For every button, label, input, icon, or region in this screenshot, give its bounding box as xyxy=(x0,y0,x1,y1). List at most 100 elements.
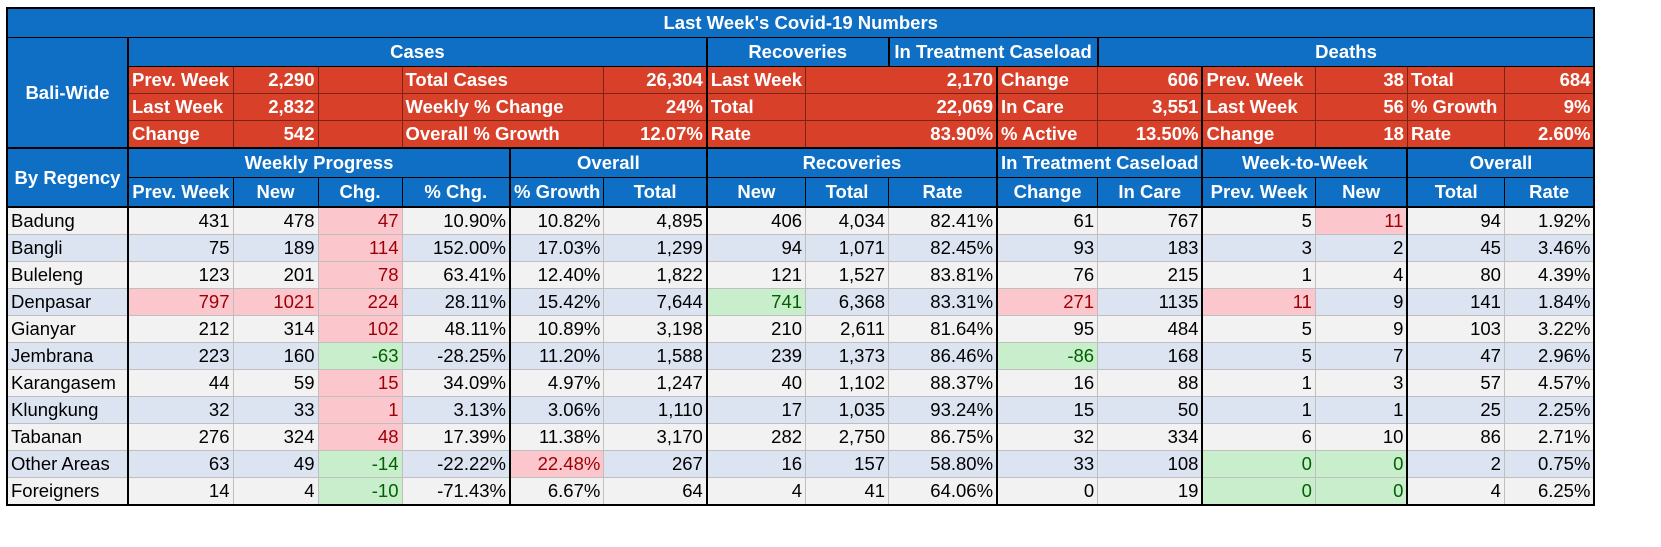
data-cell[interactable]: 93.24% xyxy=(888,396,998,424)
cases-value[interactable]: 24% xyxy=(603,93,708,121)
cases-label[interactable]: Prev. Week xyxy=(127,66,234,94)
column-header[interactable]: Rate xyxy=(888,177,998,208)
data-cell[interactable]: 59 xyxy=(232,369,319,397)
regency-label[interactable]: By Regency xyxy=(6,147,129,208)
data-cell[interactable]: 58.80% xyxy=(888,450,998,478)
data-cell[interactable]: 48 xyxy=(317,423,403,451)
column-header[interactable]: In Care xyxy=(1097,177,1203,208)
data-cell[interactable]: 57 xyxy=(1406,369,1505,397)
data-cell[interactable]: 3.13% xyxy=(401,396,511,424)
data-cell[interactable]: 121 xyxy=(705,261,807,289)
column-header[interactable]: Total xyxy=(1406,177,1505,208)
data-cell[interactable]: 34.09% xyxy=(401,369,511,397)
data-cell[interactable]: 152.00% xyxy=(401,234,511,262)
data-cell[interactable]: 741 xyxy=(705,288,807,316)
data-cell[interactable]: 1,247 xyxy=(603,369,708,397)
deaths-label[interactable]: Last Week xyxy=(1201,93,1316,121)
deaths-label[interactable]: Change xyxy=(1201,120,1316,149)
data-cell[interactable]: 95 xyxy=(996,315,1099,343)
column-header[interactable]: Total xyxy=(603,177,708,208)
data-cell[interactable]: 11 xyxy=(1201,288,1316,316)
data-cell[interactable]: 9 xyxy=(1314,288,1408,316)
data-cell[interactable]: 5 xyxy=(1201,315,1316,343)
data-cell[interactable]: 2.71% xyxy=(1503,423,1596,451)
data-cell[interactable]: 6,368 xyxy=(805,288,890,316)
data-cell[interactable]: 0.75% xyxy=(1503,450,1596,478)
data-cell[interactable]: 47 xyxy=(1406,342,1505,370)
data-cell[interactable]: 1135 xyxy=(1097,288,1203,316)
data-cell[interactable]: 9 xyxy=(1314,315,1408,343)
data-cell[interactable]: 212 xyxy=(127,315,234,343)
deaths-value[interactable]: 2.60% xyxy=(1503,120,1596,149)
data-cell[interactable]: 0 xyxy=(1201,450,1316,478)
data-cell[interactable]: 431 xyxy=(127,206,234,235)
data-cell[interactable]: 1,588 xyxy=(603,342,708,370)
data-cell[interactable]: 103 xyxy=(1406,315,1505,343)
cases-spacer[interactable] xyxy=(317,66,403,94)
group-deaths[interactable]: Deaths xyxy=(1096,37,1596,67)
data-cell[interactable]: 4.39% xyxy=(1503,261,1596,289)
data-cell[interactable]: 32 xyxy=(127,396,234,424)
data-cell[interactable]: 41 xyxy=(805,477,890,506)
deaths-label[interactable]: Total xyxy=(1406,66,1505,94)
data-cell[interactable]: 25 xyxy=(1406,396,1505,424)
data-cell[interactable]: 102 xyxy=(317,315,403,343)
data-cell[interactable]: 10.90% xyxy=(401,206,511,235)
data-cell[interactable]: 4.97% xyxy=(509,369,605,397)
data-cell[interactable]: 50 xyxy=(1097,396,1203,424)
data-cell[interactable]: 44 xyxy=(127,369,234,397)
data-cell[interactable]: 4 xyxy=(1406,477,1505,506)
data-cell[interactable]: 141 xyxy=(1406,288,1505,316)
data-cell[interactable]: 160 xyxy=(232,342,319,370)
data-cell[interactable]: 88 xyxy=(1097,369,1203,397)
data-cell[interactable]: 19 xyxy=(1097,477,1203,506)
column-header[interactable]: % Growth xyxy=(509,177,605,208)
data-cell[interactable]: 2 xyxy=(1406,450,1505,478)
data-cell[interactable]: 406 xyxy=(705,206,807,235)
data-cell[interactable]: 123 xyxy=(127,261,234,289)
data-cell[interactable]: 32 xyxy=(996,423,1099,451)
data-cell[interactable]: 6.67% xyxy=(509,477,605,506)
group-recoveries[interactable]: Recoveries xyxy=(705,147,998,178)
regency-name[interactable]: Badung xyxy=(6,206,129,235)
data-cell[interactable]: 215 xyxy=(1097,261,1203,289)
column-header[interactable]: Chg. xyxy=(317,177,403,208)
data-cell[interactable]: 5 xyxy=(1201,206,1316,235)
data-cell[interactable]: 239 xyxy=(705,342,807,370)
cases-label[interactable]: Weekly % Change xyxy=(401,93,605,121)
data-cell[interactable]: 88.37% xyxy=(888,369,998,397)
data-cell[interactable]: 183 xyxy=(1097,234,1203,262)
recoveries-value[interactable]: 22,069 xyxy=(805,93,998,121)
regency-name[interactable]: Karangasem xyxy=(6,369,129,397)
data-cell[interactable]: 484 xyxy=(1097,315,1203,343)
data-cell[interactable]: 282 xyxy=(705,423,807,451)
data-cell[interactable]: 82.41% xyxy=(888,206,998,235)
data-cell[interactable]: 1,299 xyxy=(603,234,708,262)
data-cell[interactable]: 48.11% xyxy=(401,315,511,343)
data-cell[interactable]: 81.64% xyxy=(888,315,998,343)
cases-value[interactable]: 12.07% xyxy=(603,120,708,149)
data-cell[interactable]: 76 xyxy=(996,261,1099,289)
data-cell[interactable]: 223 xyxy=(127,342,234,370)
recoveries-value[interactable]: 2,170 xyxy=(805,66,998,94)
regency-name[interactable]: Klungkung xyxy=(6,396,129,424)
cases-spacer[interactable] xyxy=(317,93,403,121)
regency-name[interactable]: Jembrana xyxy=(6,342,129,370)
data-cell[interactable]: 78 xyxy=(317,261,403,289)
data-cell[interactable]: 4,034 xyxy=(805,206,890,235)
data-cell[interactable]: 267 xyxy=(603,450,708,478)
data-cell[interactable]: 1 xyxy=(1201,261,1316,289)
data-cell[interactable]: 3 xyxy=(1314,369,1408,397)
data-cell[interactable]: 63 xyxy=(127,450,234,478)
data-cell[interactable]: 4.57% xyxy=(1503,369,1596,397)
data-cell[interactable]: 4 xyxy=(1314,261,1408,289)
data-cell[interactable]: 0 xyxy=(1201,477,1316,506)
data-cell[interactable]: 114 xyxy=(317,234,403,262)
data-cell[interactable]: 61 xyxy=(996,206,1099,235)
data-cell[interactable]: 4,895 xyxy=(603,206,708,235)
data-cell[interactable]: 157 xyxy=(805,450,890,478)
column-header[interactable]: New xyxy=(1314,177,1408,208)
deaths-value[interactable]: 38 xyxy=(1314,66,1408,94)
data-cell[interactable]: 1.92% xyxy=(1503,206,1596,235)
data-cell[interactable]: 3.06% xyxy=(509,396,605,424)
